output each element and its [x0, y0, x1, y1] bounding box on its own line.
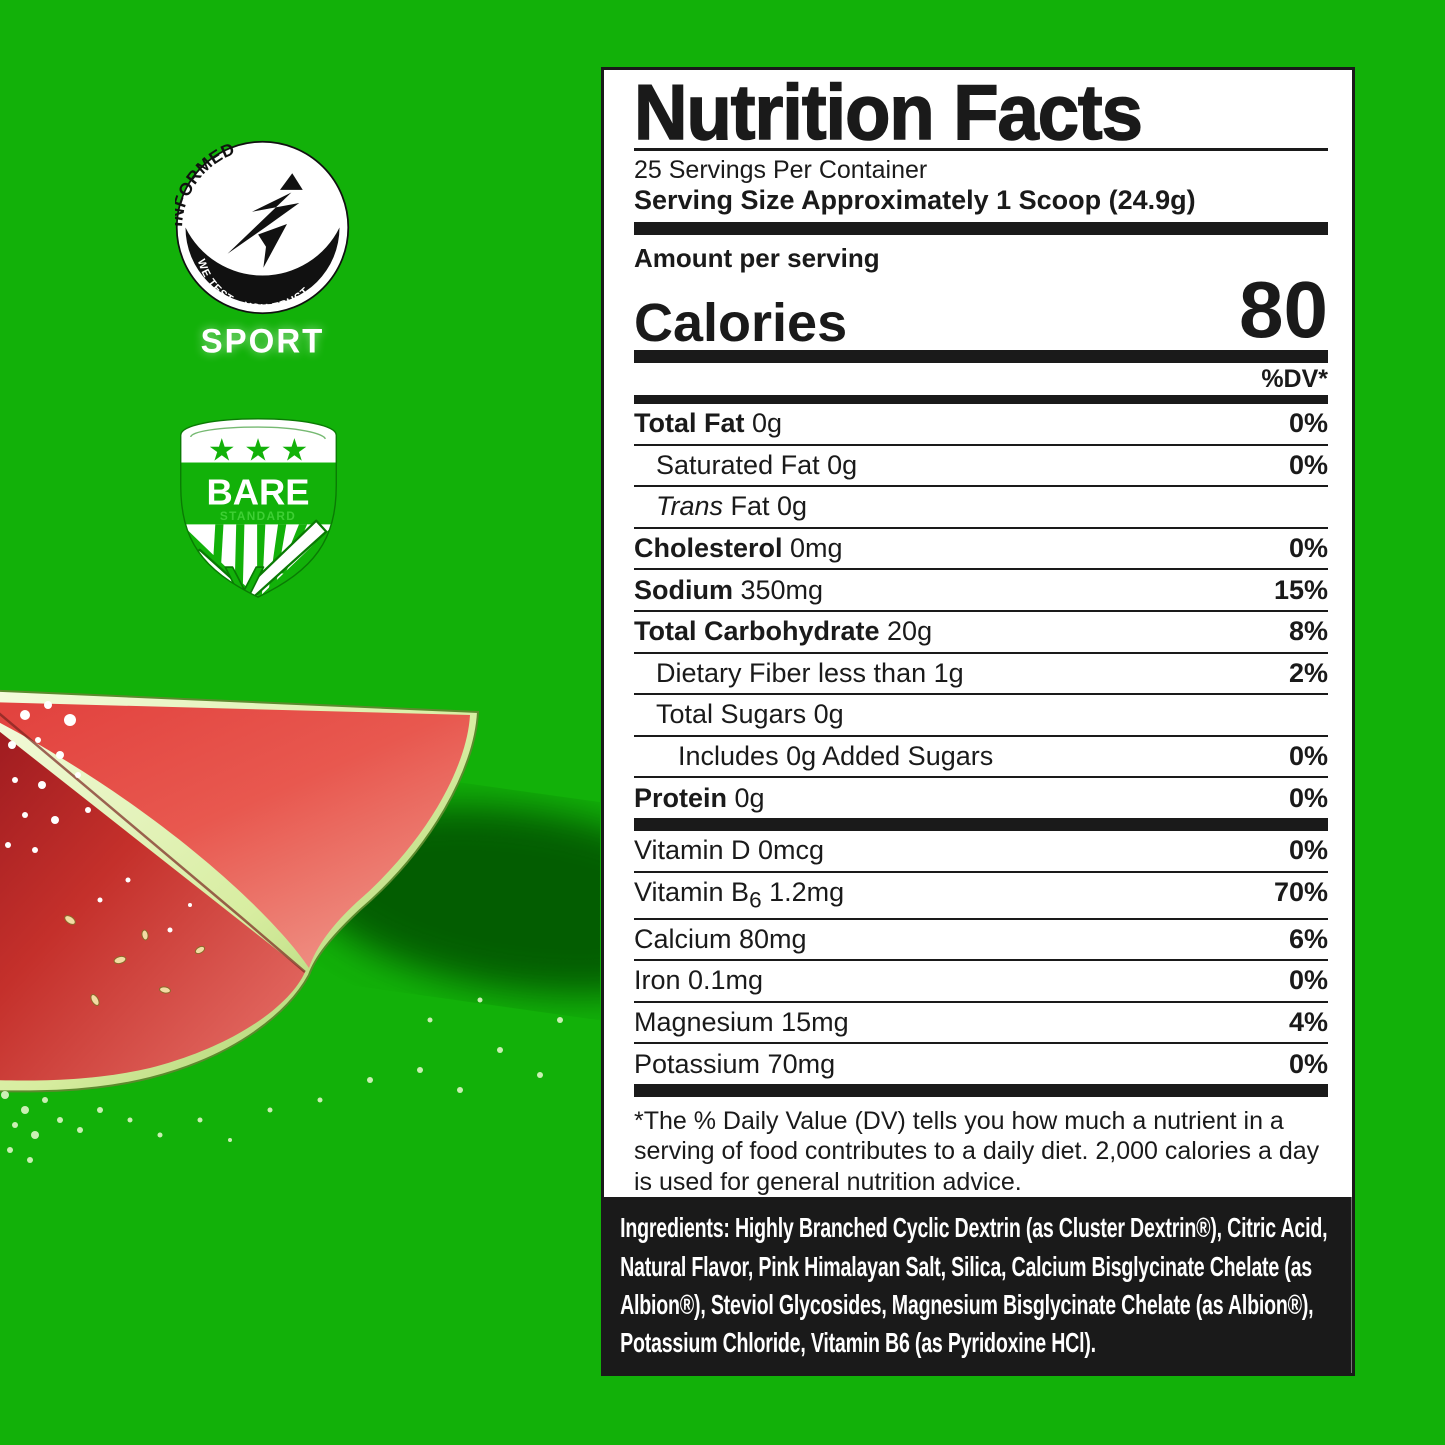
svg-text:STANDARD: STANDARD [220, 509, 296, 523]
svg-text:★ ★ ★: ★ ★ ★ [208, 433, 308, 468]
svg-text:BARE: BARE [207, 471, 310, 512]
